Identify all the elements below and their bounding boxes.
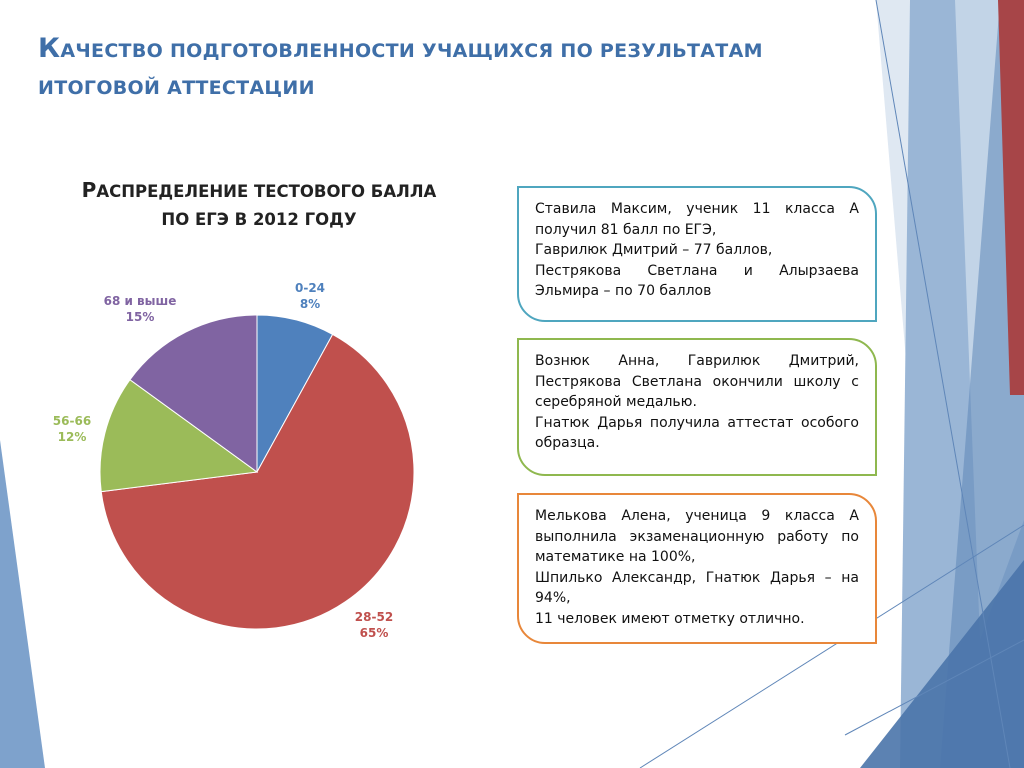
pie-slice-percent-label: 12% xyxy=(58,430,87,444)
deco-line-2 xyxy=(639,524,1024,768)
pie-slice-category-label: 56-66 xyxy=(53,414,91,428)
deco-line-3 xyxy=(844,639,1024,736)
deco-line-1 xyxy=(875,0,1011,768)
deco-left-band xyxy=(0,440,45,768)
pie-chart: 0-24 8% 28-52 65% 56-66 12% 68 и выше 15% xyxy=(53,281,415,640)
info-box-paragraph: Мелькова Алена, ученица 9 класса А выпол… xyxy=(535,508,859,565)
pie-slice-category-label: 28-52 xyxy=(355,610,393,624)
pie-slice-category-label: 0-24 xyxy=(295,281,325,295)
info-box-math-results: Мелькова Алена, ученица 9 класса А выпол… xyxy=(517,493,877,644)
info-box-paragraph: Вознюк Анна, Гаврилюк Дмитрий, Пестряков… xyxy=(535,353,859,410)
pie-slice-percent-label: 65% xyxy=(360,626,389,640)
pie-slice-percent-label: 8% xyxy=(300,297,320,311)
info-box-paragraph: Ставила Максим, ученик 11 класса А получ… xyxy=(535,201,859,238)
deco-right-dark-band xyxy=(940,0,1024,768)
info-box-paragraph: 11 человек имеют отметку отлично. xyxy=(535,610,805,627)
info-box-paragraph: Гнатюк Дарья получила аттестат особого о… xyxy=(535,414,859,452)
slide-title: Качество подготовленности учащихся по ре… xyxy=(38,33,763,99)
pie-slice-category-label: 68 и выше xyxy=(104,294,177,308)
pie-slice-percent-label: 15% xyxy=(126,310,155,324)
pie-slice xyxy=(129,314,258,473)
info-box-top-students: Ставила Максим, ученик 11 класса А получ… xyxy=(517,186,877,322)
pie-slice xyxy=(99,379,259,493)
info-box-medals: Вознюк Анна, Гаврилюк Дмитрий, Пестряков… xyxy=(517,338,877,476)
pie-slice xyxy=(100,333,415,630)
chart-title: Распределение тестового балла по ЕГЭ в 2… xyxy=(81,178,437,229)
deco-right-red-strip xyxy=(998,0,1024,395)
info-box-paragraph: Гаврилюк Дмитрий – 77 баллов, xyxy=(535,242,773,258)
info-box-paragraph: Шпилько Александр, Гнатюк Дарья – на 94%… xyxy=(535,569,859,607)
info-box-paragraph: Пестрякова Светлана и Алырзаева Эльмира … xyxy=(535,262,859,300)
